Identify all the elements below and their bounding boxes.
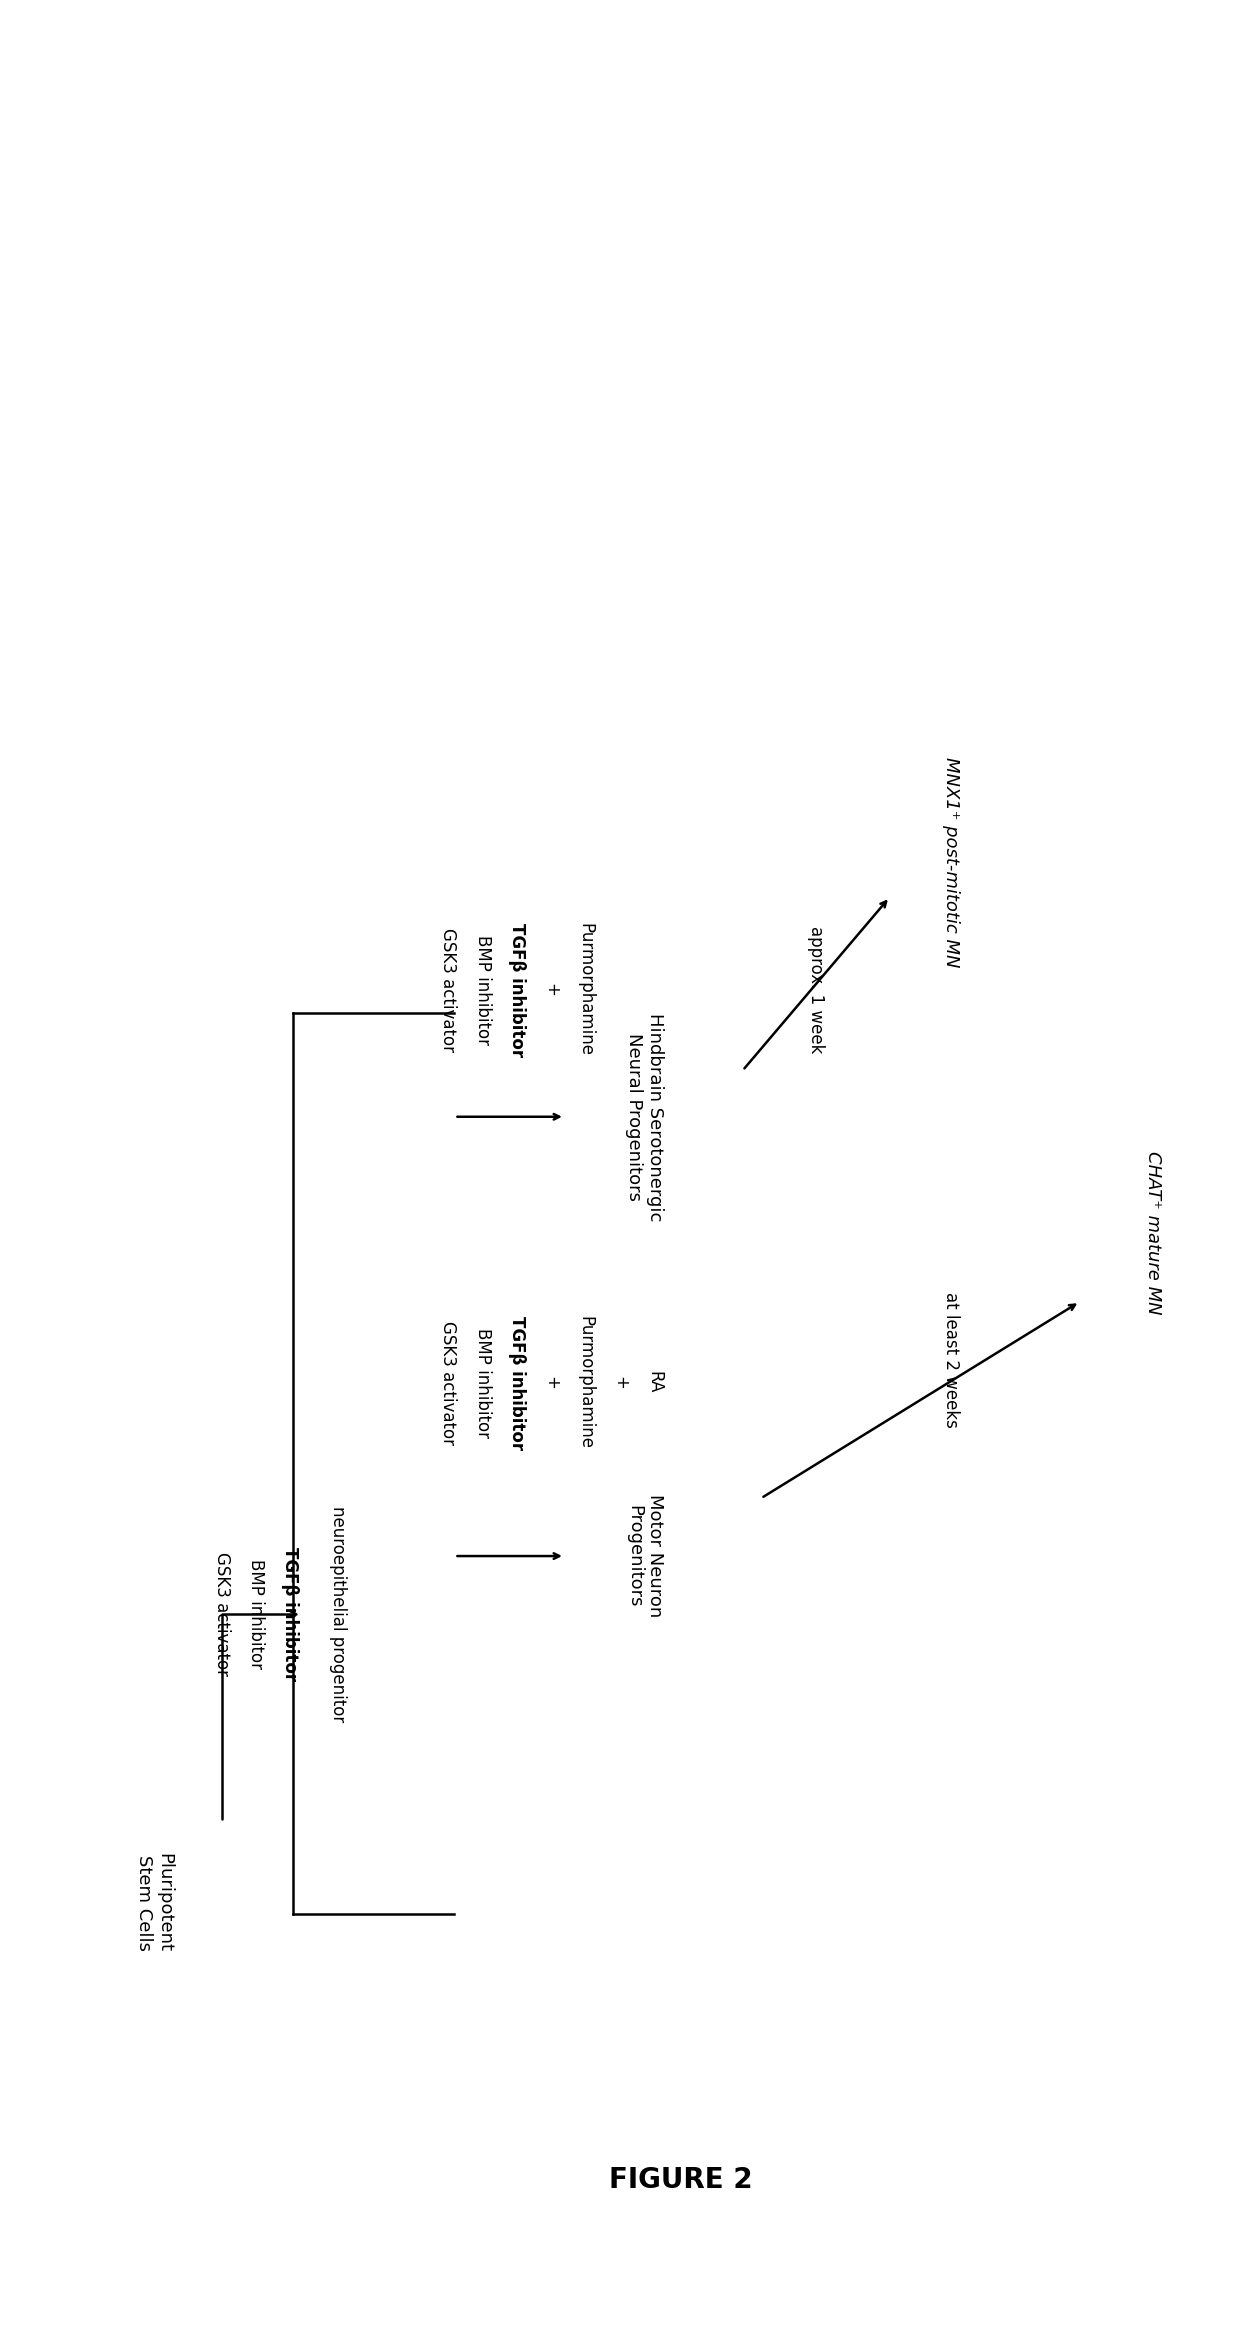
Text: TGFβ inhibitor: TGFβ inhibitor xyxy=(281,1547,299,1682)
Text: GSK3 activator: GSK3 activator xyxy=(439,928,458,1051)
Text: Purmorphamine: Purmorphamine xyxy=(577,923,595,1056)
Text: approx. 1 week: approx. 1 week xyxy=(807,926,825,1054)
Text: FIGURE 2: FIGURE 2 xyxy=(610,2166,753,2193)
Text: TGFβ inhibitor: TGFβ inhibitor xyxy=(508,1317,526,1449)
Text: Hindbrain Serotonergic
Neural Progenitors: Hindbrain Serotonergic Neural Progenitor… xyxy=(625,1012,663,1221)
Text: BMP inhibitor: BMP inhibitor xyxy=(474,1328,492,1437)
Text: TGFβ inhibitor: TGFβ inhibitor xyxy=(508,923,526,1056)
Text: Purmorphamine: Purmorphamine xyxy=(577,1317,595,1449)
Text: GSK3 activator: GSK3 activator xyxy=(212,1551,231,1675)
Text: CHAT⁺ mature MN: CHAT⁺ mature MN xyxy=(1145,1151,1162,1314)
Text: BMP inhibitor: BMP inhibitor xyxy=(247,1558,265,1668)
Text: at least 2 weeks: at least 2 weeks xyxy=(942,1291,960,1428)
Text: neuroepithelial progenitor: neuroepithelial progenitor xyxy=(329,1505,347,1721)
Text: +: + xyxy=(542,982,560,996)
Text: +: + xyxy=(611,1375,629,1389)
Text: +: + xyxy=(542,1375,560,1389)
Text: BMP inhibitor: BMP inhibitor xyxy=(474,935,492,1044)
Text: Motor Neuron
Progenitors: Motor Neuron Progenitors xyxy=(625,1493,663,1617)
Text: Pluripotent
Stem Cells: Pluripotent Stem Cells xyxy=(135,1854,174,1952)
Text: RA: RA xyxy=(645,1372,663,1393)
Text: MNX1⁺ post-mitotic MN: MNX1⁺ post-mitotic MN xyxy=(942,758,960,968)
Text: GSK3 activator: GSK3 activator xyxy=(439,1321,458,1444)
